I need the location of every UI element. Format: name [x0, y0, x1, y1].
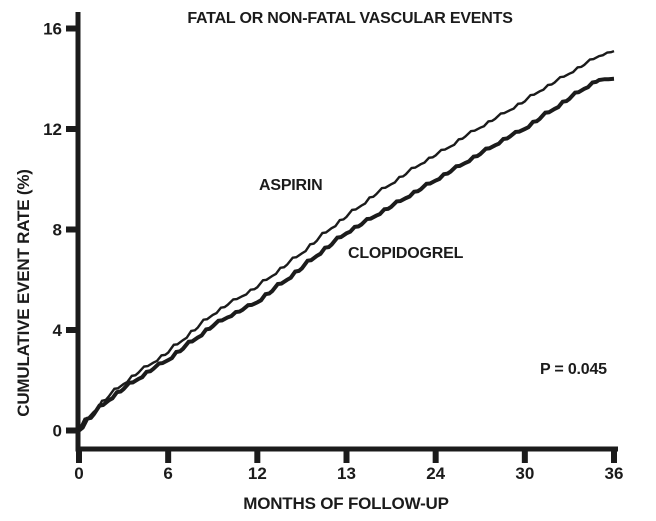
y-tick-label: 8	[53, 221, 62, 240]
aspirin-curve	[77, 49, 615, 432]
y-tick-label: 0	[53, 422, 62, 441]
x-tick-label: 12	[248, 464, 267, 483]
clopidogrel-series-label: CLOPIDOGREL	[348, 245, 464, 262]
y-axis-label: CUMULATIVE EVENT RATE (%)	[14, 169, 33, 417]
x-tick-label: 0	[74, 464, 83, 483]
y-tick-label: 16	[43, 20, 62, 39]
clopidogrel-curve	[77, 76, 615, 433]
x-tick-label: 30	[515, 464, 534, 483]
x-axis-label: MONTHS OF FOLLOW-UP	[243, 494, 449, 513]
x-tick-label: 24	[426, 464, 445, 483]
y-tick-label: 12	[43, 120, 62, 139]
chart-title: FATAL OR NON-FATAL VASCULAR EVENTS	[187, 10, 513, 27]
x-tick-label: 6	[163, 464, 172, 483]
y-tick-label: 4	[53, 321, 63, 340]
x-tick-label: 13	[337, 464, 356, 483]
p-value-annotation: P = 0.045	[540, 361, 607, 378]
aspirin-series-label: ASPIRIN	[259, 177, 323, 194]
x-tick-label: 36	[605, 464, 624, 483]
